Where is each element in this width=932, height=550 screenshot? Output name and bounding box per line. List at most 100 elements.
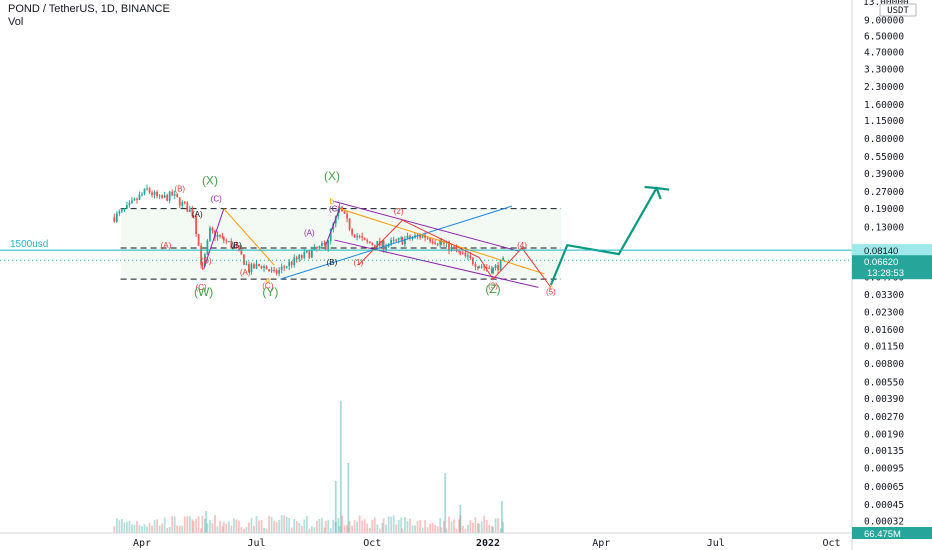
candle-body	[434, 242, 437, 244]
candle-body	[382, 240, 385, 250]
price-tick-label: 0.13000	[864, 223, 904, 234]
volume-bar	[318, 518, 321, 533]
candle-body	[260, 265, 263, 269]
candle-body	[275, 270, 278, 274]
candle-body	[191, 209, 194, 216]
candle-body	[288, 261, 291, 267]
candle-body	[485, 267, 488, 269]
volume-bar	[209, 520, 211, 533]
time-tick-label: Oct	[363, 538, 381, 549]
volume-bar	[265, 528, 268, 533]
candle-body	[173, 194, 176, 196]
candle-body	[323, 243, 326, 245]
time-tick-label: 2022	[476, 538, 500, 549]
volume-bar	[305, 516, 308, 533]
wave-label: (C)	[329, 204, 340, 213]
volume-bar	[366, 523, 369, 533]
volume-bar	[469, 520, 472, 533]
volume-bar	[230, 525, 233, 533]
candle-body	[153, 192, 156, 196]
volume-bar	[171, 516, 174, 533]
wave-label: a	[266, 275, 271, 284]
volume-bar	[332, 519, 335, 533]
volume-bar	[283, 515, 286, 533]
candle-body	[123, 208, 126, 210]
time-axis[interactable]: Apr Jul Oct 2022 Apr Jul Oct	[0, 532, 852, 549]
volume-spike-1	[347, 463, 350, 533]
volume-bar	[158, 525, 161, 533]
wave-labels: (B)(X)(C)(A)(A) (B)(C)(W)(B)(A)a(C)(Y)(X)…	[161, 169, 557, 299]
candle-body	[385, 246, 387, 250]
price-tick-label: 0.00270	[864, 412, 904, 423]
candle-body	[490, 268, 493, 274]
volume-bar	[348, 521, 351, 533]
orange-leg-1	[223, 208, 275, 266]
time-tick-label: Apr	[133, 538, 151, 549]
price-tick-label: 0.02300	[864, 307, 904, 318]
price-tick-label: 0.00095	[864, 463, 904, 474]
red-leg-3	[478, 257, 494, 280]
wave-label: (B)	[327, 258, 338, 267]
candle-body	[450, 246, 453, 251]
candle-body	[461, 252, 464, 254]
volume-bar	[303, 519, 306, 533]
level-label: 1500usd	[10, 239, 48, 250]
candle-body	[151, 192, 153, 196]
candle-body	[222, 236, 225, 241]
volume-bar	[329, 528, 332, 533]
candle-body	[313, 246, 316, 251]
candle-body	[131, 200, 133, 203]
symbol-title: POND / TetherUS, 1D, BINANCE	[8, 3, 170, 15]
projection-arrowhead	[644, 185, 662, 200]
volume-bar	[181, 525, 184, 533]
volume-bar	[485, 519, 488, 533]
candle-body	[426, 237, 429, 239]
volume-bar	[290, 527, 293, 533]
candle-body	[186, 202, 189, 212]
volume-bar	[477, 523, 479, 533]
candle-body	[245, 264, 248, 266]
candle-body	[458, 251, 460, 253]
price-tick-label: 3.30000	[864, 65, 904, 76]
candle-body	[298, 255, 301, 260]
wave-label: (A)	[192, 210, 203, 219]
price-tick-label: 0.00550	[864, 377, 904, 388]
volume-bar	[298, 522, 301, 533]
candle-body	[161, 195, 164, 198]
volume-bar	[245, 527, 248, 533]
range-box	[120, 208, 561, 280]
volume-bar	[161, 523, 164, 533]
candle-body	[128, 202, 131, 206]
volume-bar	[163, 517, 166, 533]
candle-body	[390, 239, 393, 245]
candle-body	[235, 245, 238, 247]
volume-bar	[156, 519, 158, 533]
candle-body	[138, 194, 141, 200]
volume-bar	[416, 521, 419, 533]
volume-bars	[113, 401, 504, 533]
volume-text: 66.475M	[864, 529, 901, 540]
candle-body	[373, 244, 376, 248]
price-tick-label: 2.30000	[864, 82, 904, 93]
candle-body	[497, 265, 499, 271]
volume-bar	[310, 526, 313, 533]
candle-body	[237, 245, 240, 249]
volume-bar	[255, 516, 258, 533]
volume-bar	[395, 524, 398, 533]
volume-bar	[123, 522, 126, 533]
candle-body	[171, 191, 174, 196]
volume-bar	[293, 519, 296, 533]
volume-bar	[376, 524, 379, 533]
volume-bar	[455, 528, 458, 533]
candle-body	[230, 241, 233, 248]
volume-bar	[178, 525, 181, 533]
candle-body	[168, 191, 171, 201]
time-tick-label: Oct	[822, 538, 840, 549]
candle-body	[209, 227, 211, 241]
volume-bar	[120, 519, 123, 533]
volume-bar	[166, 527, 169, 533]
candle-body	[156, 192, 158, 197]
candle-body	[250, 264, 253, 272]
volume-bar	[250, 518, 253, 533]
